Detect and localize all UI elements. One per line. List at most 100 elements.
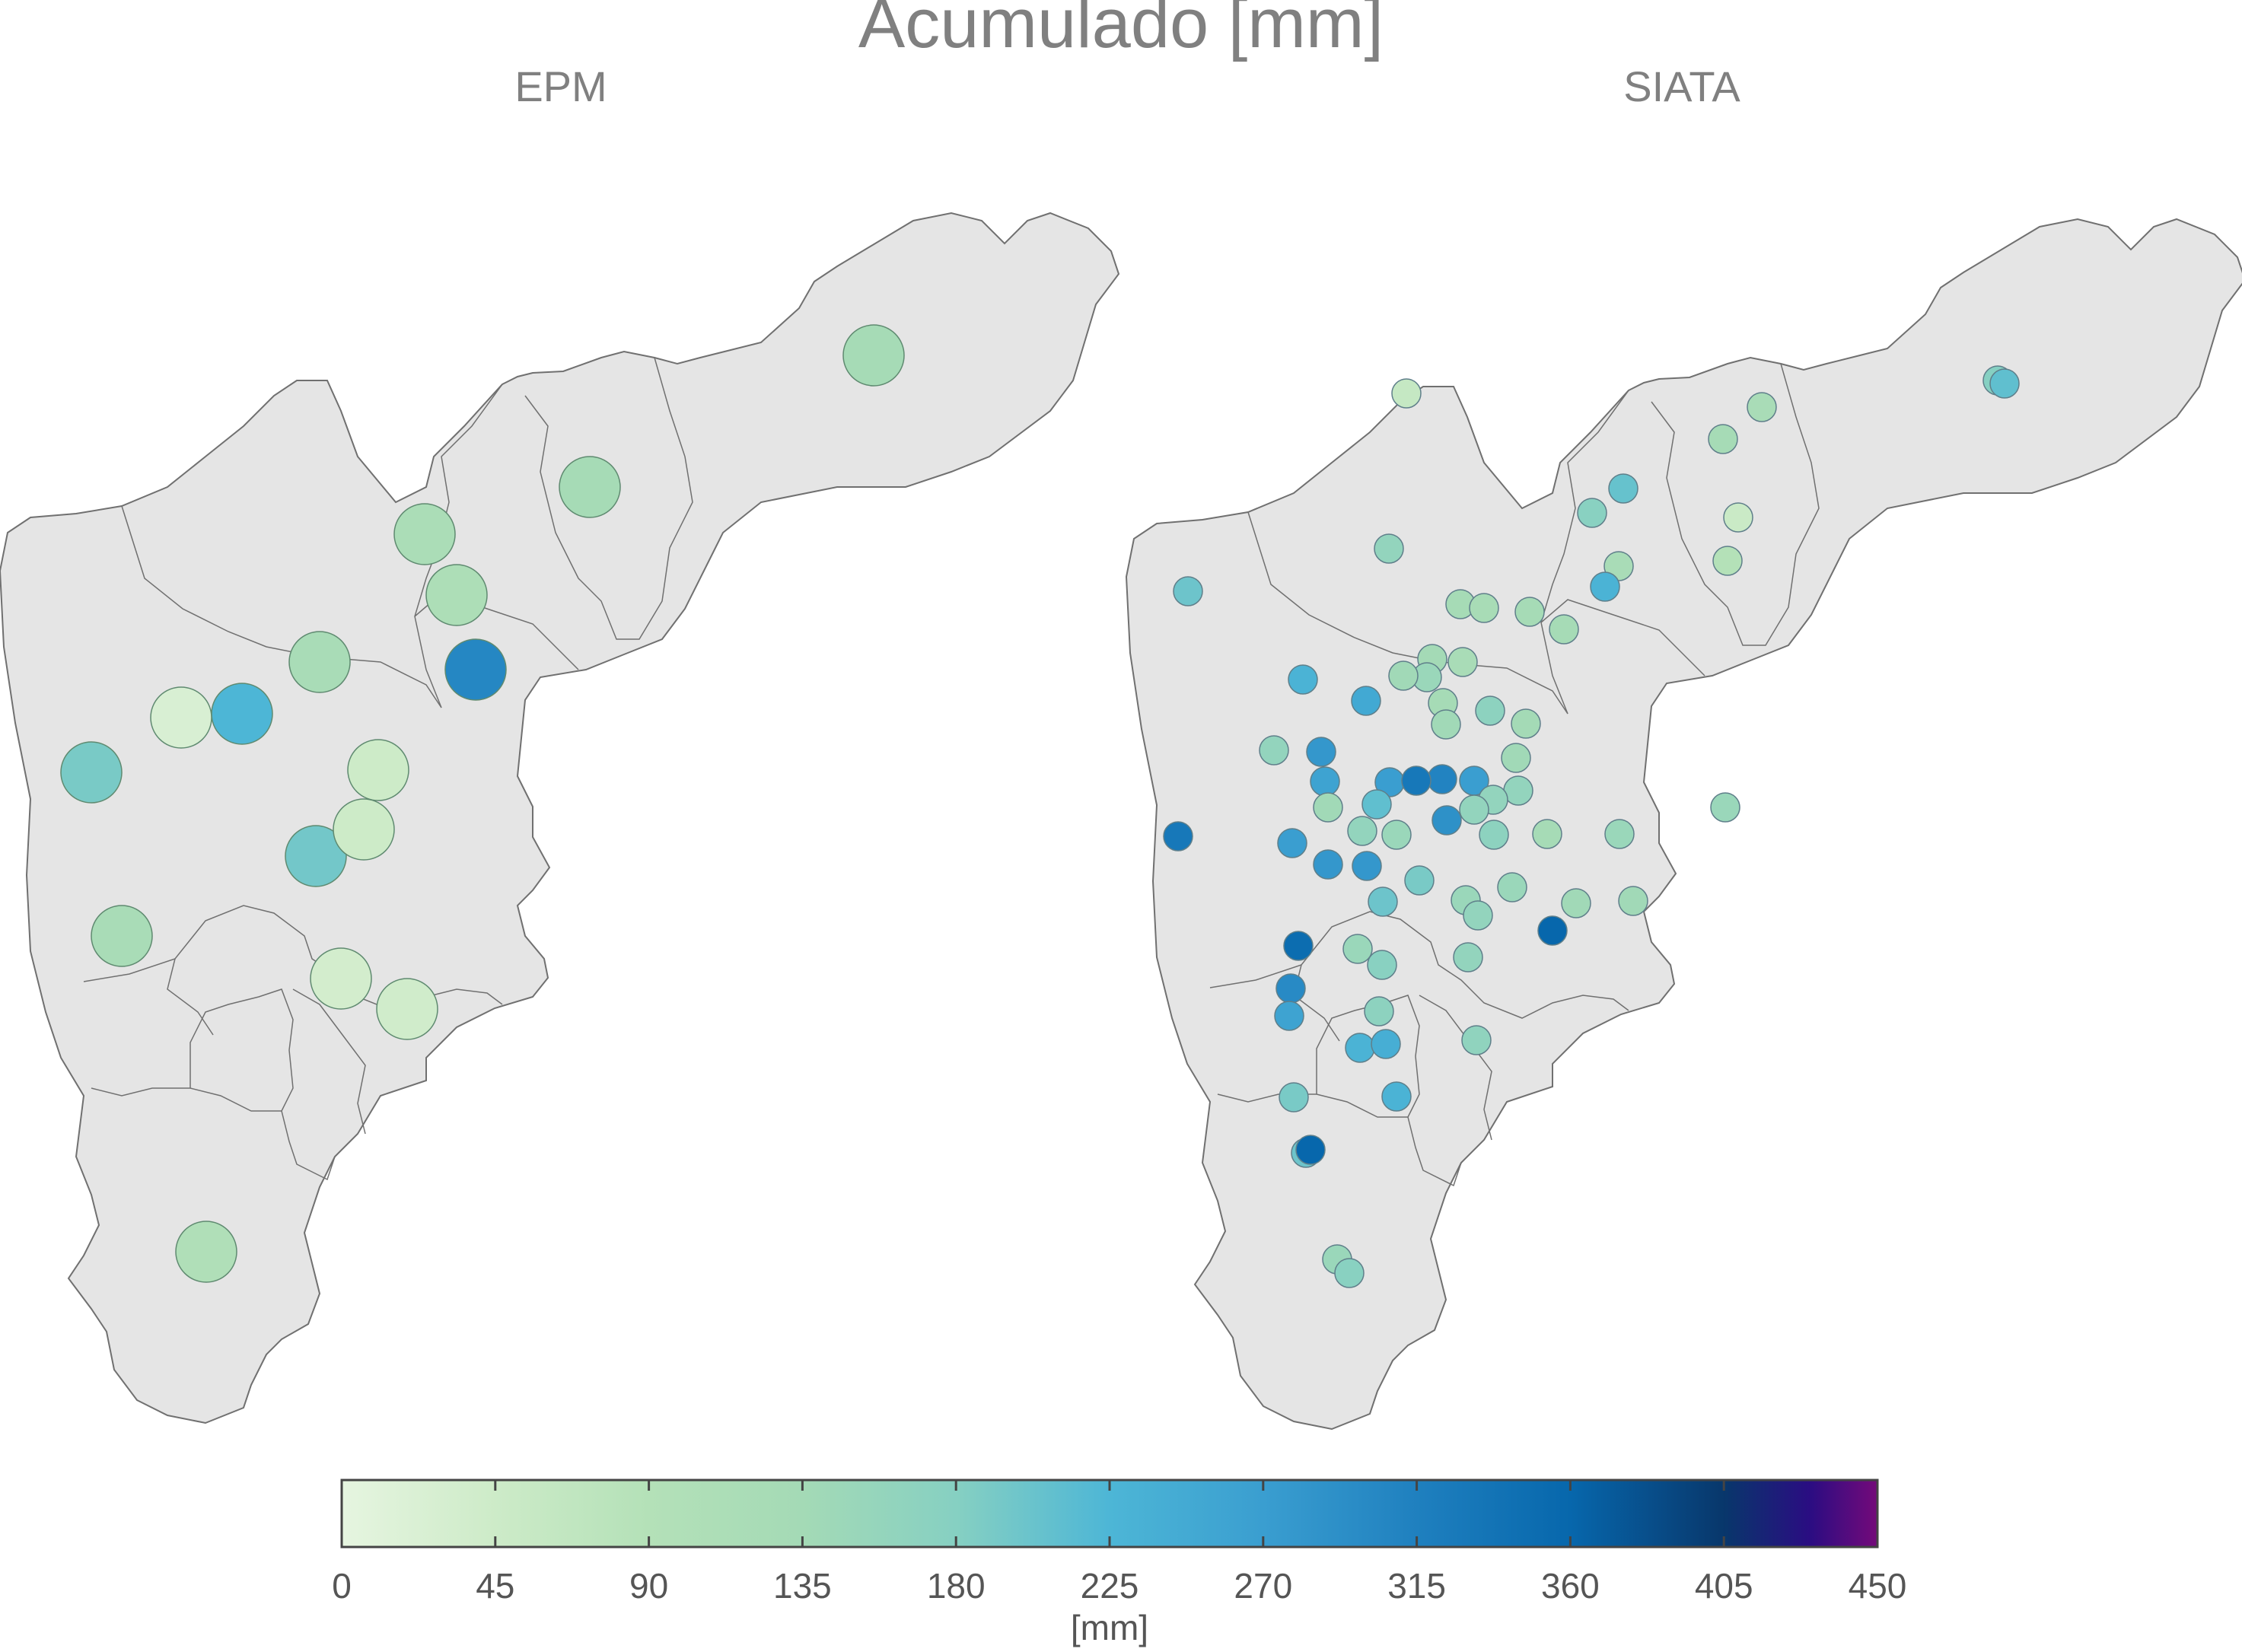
station-marker	[1618, 886, 1648, 916]
station-marker	[1404, 865, 1435, 896]
station-marker	[288, 631, 351, 693]
colorbar: 0 45 90 135 180 225 270 315 360 405 450 [mm]	[332, 1479, 1906, 1647]
station-marker	[1295, 1135, 1326, 1165]
station-marker	[1371, 1029, 1401, 1059]
colorbar-tick-label: 90	[629, 1566, 668, 1606]
station-marker	[393, 503, 456, 565]
colorbar-tick-label: 135	[773, 1566, 832, 1606]
panel-title-siata: SIATA	[1623, 62, 1740, 110]
station-marker	[425, 564, 488, 626]
station-marker	[1447, 647, 1478, 677]
basin-outline	[1126, 218, 2242, 1430]
station-marker	[1561, 888, 1591, 918]
station-marker	[1259, 735, 1289, 766]
siata-stations	[1163, 365, 2020, 1288]
station-marker	[1497, 872, 1527, 902]
station-marker	[1313, 792, 1343, 823]
station-marker	[1342, 934, 1373, 964]
station-marker	[1279, 1082, 1309, 1112]
station-marker	[1604, 819, 1635, 849]
station-marker	[1463, 900, 1493, 931]
station-marker	[1361, 789, 1392, 820]
station-marker	[1511, 708, 1541, 739]
station-marker	[1388, 660, 1419, 691]
station-marker	[1453, 942, 1483, 972]
colorbar-tick-label: 45	[476, 1566, 514, 1606]
colorbar-tick-label: 225	[1081, 1566, 1139, 1606]
station-marker	[1374, 533, 1404, 564]
station-marker	[559, 456, 621, 518]
station-marker	[1577, 498, 1607, 528]
colorbar-tick-label: 270	[1234, 1566, 1292, 1606]
station-marker	[1459, 794, 1489, 825]
panel-epm	[0, 212, 1119, 1424]
station-marker	[1501, 743, 1531, 773]
station-marker	[1712, 546, 1743, 576]
basin-map-epm	[0, 212, 1119, 1424]
station-marker	[347, 739, 409, 801]
panel-title-epm: EPM	[514, 62, 607, 110]
colorbar-label: [mm]	[1071, 1608, 1148, 1647]
station-marker	[1723, 502, 1753, 533]
subbasin-boundaries	[83, 357, 693, 1181]
station-marker	[1710, 792, 1740, 823]
station-marker	[285, 825, 347, 887]
station-marker	[1479, 820, 1509, 850]
station-marker	[376, 978, 438, 1040]
station-marker	[150, 686, 212, 749]
station-marker	[1364, 996, 1394, 1027]
station-marker	[1469, 593, 1499, 623]
basin-outline	[0, 212, 1119, 1424]
station-marker	[1313, 849, 1343, 880]
colorbar-tick-label: 180	[927, 1566, 986, 1606]
station-marker	[1549, 614, 1579, 645]
station-marker	[1461, 1025, 1492, 1055]
colorbar-tick-label: 360	[1541, 1566, 1600, 1606]
station-marker	[1352, 851, 1382, 881]
colorbar-gradient	[340, 1479, 1879, 1549]
station-marker	[60, 741, 123, 804]
basin-map-siata	[1126, 218, 2242, 1430]
station-marker	[1283, 931, 1314, 961]
station-marker	[1989, 368, 2020, 399]
station-marker	[1173, 576, 1203, 606]
station-marker	[1334, 1258, 1365, 1288]
station-marker	[1608, 473, 1639, 504]
station-marker	[1288, 664, 1318, 695]
station-marker	[1432, 805, 1462, 836]
station-marker	[91, 905, 153, 967]
station-marker	[1747, 392, 1777, 422]
station-marker	[1401, 766, 1432, 796]
station-marker	[1367, 950, 1397, 980]
station-marker	[1391, 378, 1422, 409]
station-marker	[444, 638, 507, 701]
station-marker	[1475, 695, 1505, 726]
station-marker	[1368, 886, 1398, 917]
station-marker	[1310, 766, 1340, 797]
station-marker	[1274, 1001, 1304, 1031]
station-marker	[842, 324, 905, 387]
station-marker	[1351, 686, 1381, 716]
station-marker	[1163, 821, 1193, 851]
station-marker	[310, 947, 372, 1010]
station-marker	[1381, 820, 1412, 850]
station-marker	[1381, 1081, 1412, 1112]
station-marker	[1431, 709, 1461, 740]
station-marker	[1537, 915, 1568, 946]
station-marker	[1532, 819, 1562, 849]
station-marker	[1345, 1033, 1375, 1063]
colorbar-tick-label: 0	[332, 1566, 352, 1606]
colorbar-tick-label: 450	[1849, 1566, 1907, 1606]
colorbar-ticks: 0 45 90 135 180 225 270 315 360 405 450	[332, 1480, 1906, 1606]
station-marker	[333, 798, 395, 861]
figure-title: Acumulado [mm]	[858, 0, 1384, 62]
station-marker	[1306, 737, 1336, 767]
station-marker	[1708, 424, 1738, 454]
colorbar-tick-label: 405	[1695, 1566, 1753, 1606]
station-marker	[211, 683, 273, 745]
station-marker	[1347, 816, 1377, 846]
station-marker	[1277, 828, 1307, 858]
epm-stations	[60, 324, 905, 1283]
station-marker	[1590, 571, 1620, 602]
